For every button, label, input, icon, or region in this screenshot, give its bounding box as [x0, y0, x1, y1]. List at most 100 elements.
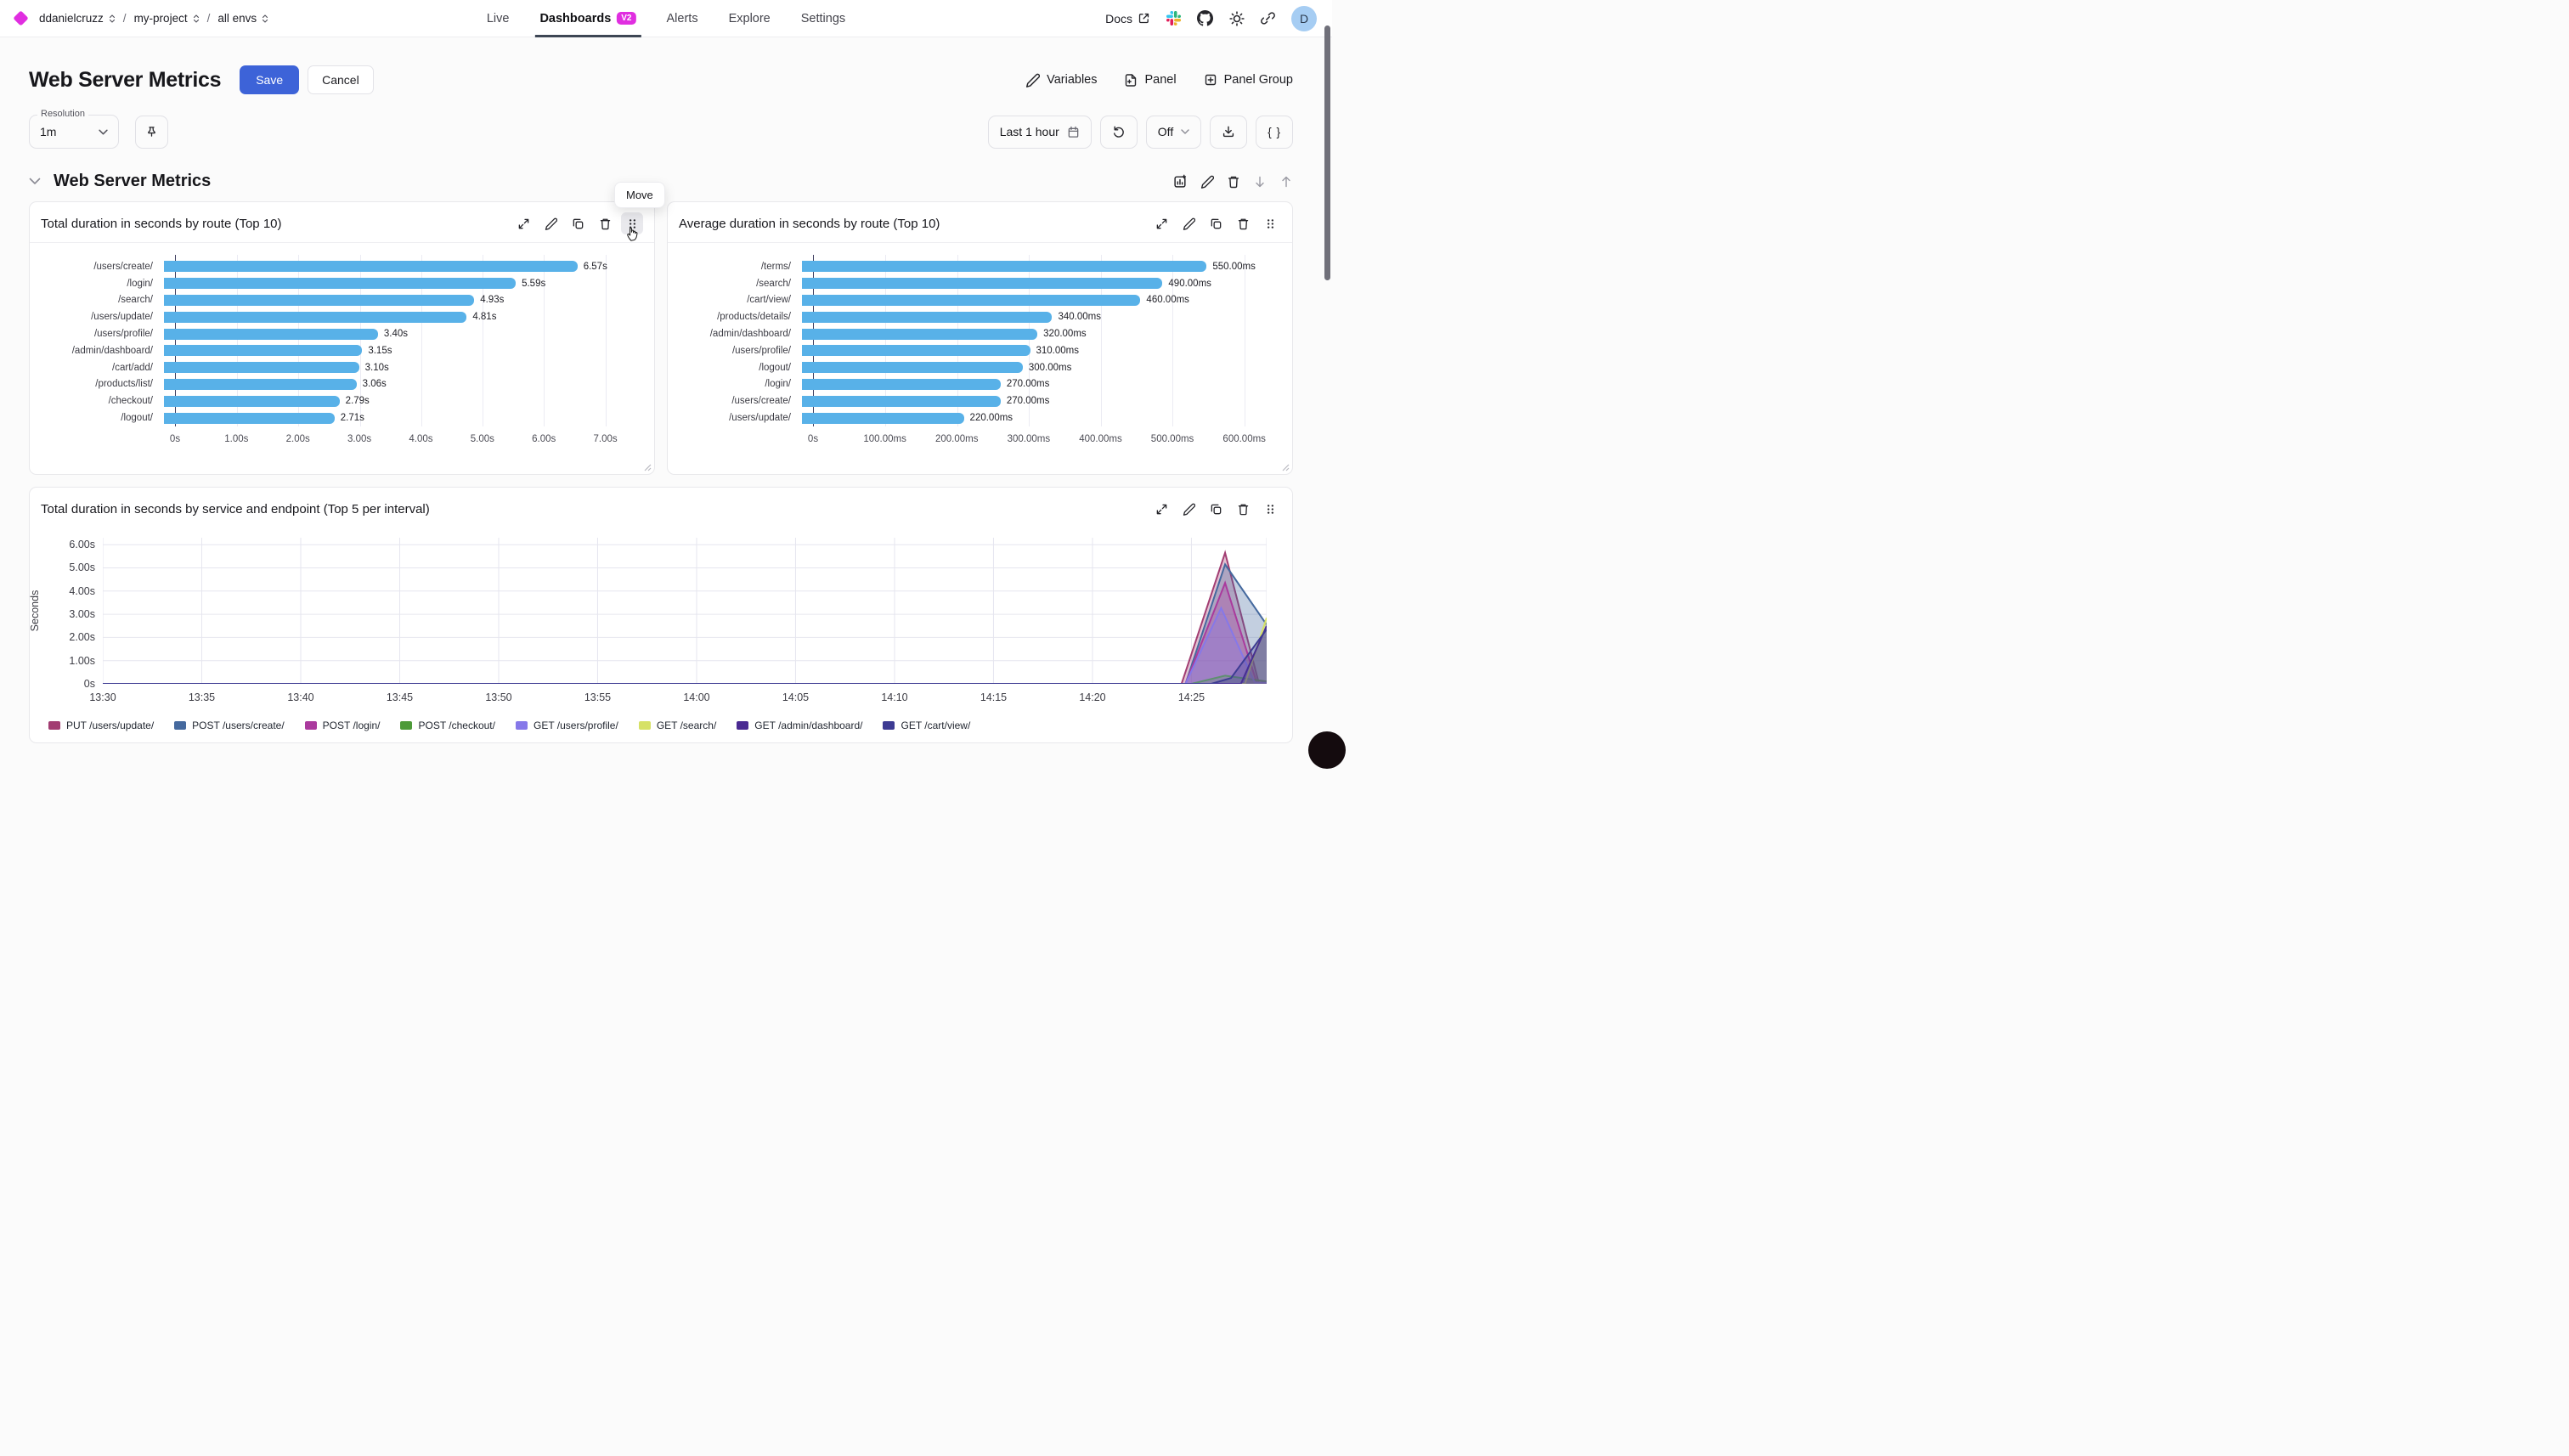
legend-item[interactable]: GET /search/ — [638, 720, 717, 731]
duplicate-panel-button[interactable] — [1205, 498, 1227, 520]
duplicate-panel-button[interactable] — [567, 212, 589, 234]
line-chart-svg — [103, 538, 1267, 684]
resolution-select[interactable]: Resolution 1m — [29, 109, 119, 149]
breadcrumb-separator: / — [122, 12, 127, 25]
drag-panel-handle[interactable] — [1259, 498, 1281, 520]
bar-row: /cart/view/460.00ms — [675, 292, 1289, 309]
expand-icon — [1156, 504, 1166, 514]
legend-item[interactable]: GET /users/profile/ — [515, 720, 618, 731]
delete-panel-button[interactable] — [594, 212, 616, 234]
bar-category-label: /users/update/ — [729, 413, 791, 424]
delete-panel-button[interactable] — [1232, 212, 1254, 234]
legend-item[interactable]: GET /cart/view/ — [883, 720, 970, 731]
github-icon[interactable] — [1197, 10, 1213, 26]
tab-alerts[interactable]: Alerts — [667, 0, 698, 37]
resize-handle[interactable] — [1282, 464, 1290, 471]
resolution-value: 1m — [40, 125, 57, 138]
bar: 270.00ms — [802, 378, 1049, 390]
auto-refresh-select[interactable]: Off — [1145, 115, 1202, 149]
cancel-button[interactable]: Cancel — [308, 65, 374, 94]
vertical-scrollbar-thumb[interactable] — [1324, 25, 1330, 280]
variables-label: Variables — [1047, 73, 1098, 87]
add-panel-group-button[interactable]: Panel Group — [1204, 73, 1293, 87]
expand-icon — [518, 218, 528, 229]
corner-floating-widget[interactable] — [1308, 731, 1346, 769]
tab-live[interactable]: Live — [487, 0, 510, 37]
bar: 2.79s — [164, 395, 370, 407]
edit-panel-button[interactable] — [1177, 498, 1200, 520]
grip-dots-icon — [629, 218, 635, 229]
json-editor-button[interactable]: { } — [1256, 115, 1293, 149]
x-tick-label: 500.00ms — [1150, 434, 1194, 444]
drag-panel-handle[interactable] — [621, 212, 643, 241]
tab-label: Dashboards — [539, 11, 612, 25]
legend-item[interactable]: POST /users/create/ — [174, 720, 285, 731]
duplicate-panel-button[interactable] — [1205, 212, 1227, 234]
collapse-chevron-icon[interactable] — [29, 178, 41, 185]
bar-row: /search/490.00ms — [675, 275, 1289, 292]
time-range-button[interactable]: Last 1 hour — [987, 115, 1092, 149]
theme-toggle-sun-icon[interactable] — [1229, 10, 1245, 26]
bar-category-label: /checkout/ — [108, 396, 153, 407]
x-tick-label: 13:50 — [485, 691, 512, 703]
bar-category-label: /users/profile/ — [731, 345, 791, 356]
tab-dashboards[interactable]: Dashboards V2 — [534, 0, 641, 37]
pencil-icon — [1183, 503, 1195, 516]
panel-label: Panel — [1144, 73, 1177, 87]
panel-group-title: Web Server Metrics — [54, 172, 212, 190]
bar-row: /users/create/6.57s — [37, 258, 651, 275]
legend-item[interactable]: GET /admin/dashboard/ — [737, 720, 862, 731]
edit-panel-button[interactable] — [539, 212, 562, 234]
breadcrumb-org-selector[interactable]: ddanielcruzz — [39, 12, 116, 25]
delete-panel-button[interactable] — [1232, 498, 1254, 520]
legend-item[interactable]: POST /login/ — [304, 720, 380, 731]
legend-item[interactable]: PUT /users/update/ — [48, 720, 154, 731]
pin-resolution-button[interactable] — [135, 115, 168, 149]
expand-panel-button[interactable] — [512, 212, 534, 234]
docs-link[interactable]: Docs — [1105, 12, 1150, 25]
tab-label: Settings — [800, 11, 846, 25]
expand-panel-button[interactable] — [1150, 498, 1172, 520]
add-panel-button[interactable]: Panel — [1124, 73, 1177, 87]
resize-handle[interactable] — [644, 464, 652, 471]
y-tick-label: 0s — [83, 678, 95, 690]
expand-icon — [1156, 218, 1166, 229]
edit-group-pencil-icon[interactable] — [1200, 175, 1214, 189]
x-tick-label: 14:00 — [683, 691, 710, 703]
topbar-right: Docs D — [1105, 5, 1317, 31]
refresh-icon — [1113, 126, 1124, 138]
breadcrumb-project-selector[interactable]: my-project — [134, 12, 200, 25]
panel-average-duration-by-route: Average duration in seconds by route (To… — [667, 201, 1293, 475]
bar-row: /products/details/340.00ms — [675, 308, 1289, 325]
move-group-up-icon[interactable] — [1279, 175, 1293, 189]
download-button[interactable] — [1210, 115, 1248, 149]
tab-settings[interactable]: Settings — [801, 0, 845, 37]
org-name: ddanielcruzz — [39, 12, 104, 25]
variables-button[interactable]: Variables — [1025, 73, 1097, 87]
add-chart-icon[interactable] — [1173, 174, 1188, 189]
edit-panel-button[interactable] — [1177, 212, 1200, 234]
refresh-button[interactable] — [1099, 115, 1138, 149]
user-avatar[interactable]: D — [1291, 5, 1317, 31]
bar-category-label: /admin/dashboard/ — [709, 329, 791, 340]
bar-chart-total-duration: /users/create/6.57s/login/5.59s/search/4… — [30, 243, 654, 454]
trash-icon — [1238, 504, 1248, 515]
bar: 310.00ms — [802, 345, 1079, 357]
legend-swatch — [400, 721, 413, 730]
drag-panel-handle[interactable] — [1259, 212, 1281, 234]
slack-icon[interactable] — [1166, 11, 1181, 25]
expand-panel-button[interactable] — [1150, 212, 1172, 234]
bar: 300.00ms — [802, 362, 1071, 374]
save-button[interactable]: Save — [240, 65, 300, 94]
breadcrumb-env-selector[interactable]: all envs — [217, 12, 268, 25]
share-link-icon[interactable] — [1261, 11, 1275, 25]
delete-group-trash-icon[interactable] — [1227, 175, 1240, 189]
move-group-down-icon[interactable] — [1253, 175, 1267, 189]
square-plus-icon — [1205, 74, 1216, 86]
bar: 3.15s — [164, 345, 392, 357]
bar-category-label: /users/update/ — [91, 312, 153, 323]
brand-logo-diamond[interactable] — [13, 10, 29, 26]
tab-explore[interactable]: Explore — [729, 0, 771, 37]
legend-label: GET /search/ — [656, 720, 717, 731]
legend-item[interactable]: POST /checkout/ — [400, 720, 495, 731]
